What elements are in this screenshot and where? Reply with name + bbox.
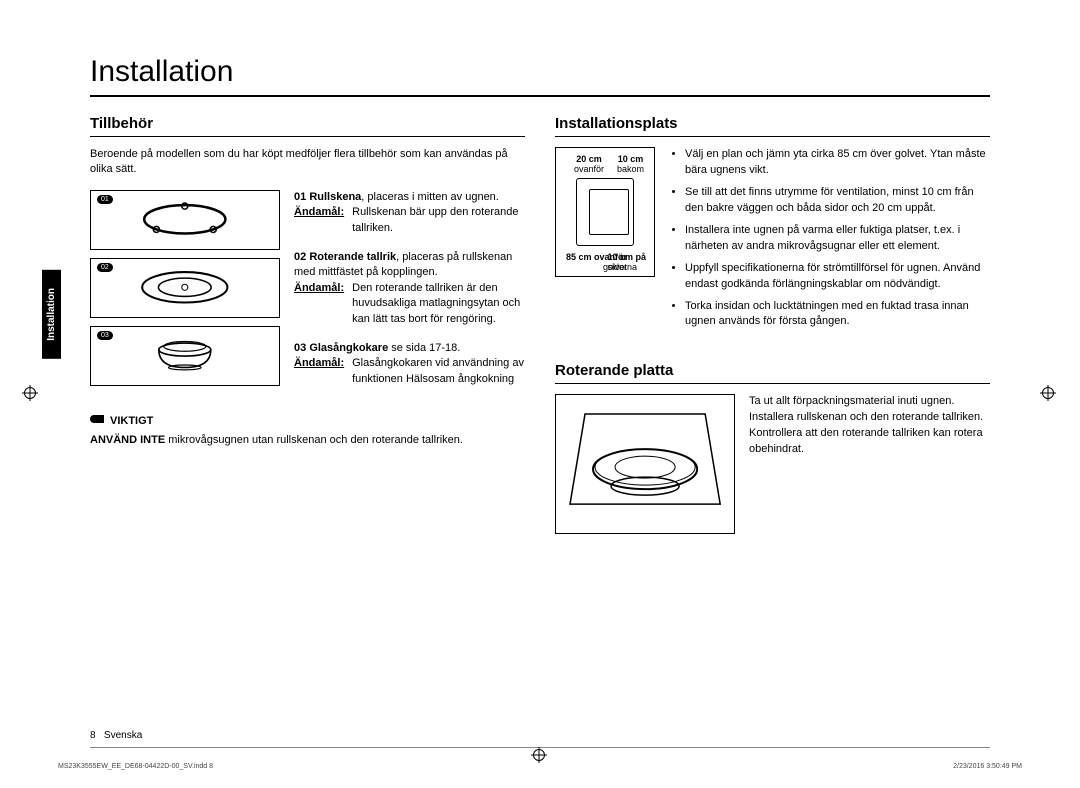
val: 10 cm på (607, 252, 646, 262)
list-item: Välj en plan och jämn yta cirka 85 cm öv… (685, 147, 990, 179)
footprint-file: MS23K3555EW_EE_DE68-04422D-00_SV.indd 8 (58, 763, 213, 770)
registration-mark-bottom (533, 749, 547, 763)
page-footer: 8 Svenska (90, 736, 990, 748)
thumb-num: 01 (97, 195, 113, 204)
clearance-label-top-left: 20 cm ovanför (574, 154, 604, 174)
accessories-heading: Tillbehör (90, 115, 525, 137)
item-name: Roterande tallrik (309, 251, 396, 263)
item-name: Rullskena (309, 191, 361, 203)
print-footprint: MS23K3555EW_EE_DE68-04422D-00_SV.indd 8 … (58, 763, 1022, 770)
item-placement: se sida 17-18. (388, 342, 460, 354)
item-placement: , placeras i mitten av ugnen. (361, 191, 499, 203)
thumb-num: 02 (97, 263, 113, 272)
important-body: ANVÄND INTE mikrovågsugnen utan rullsken… (90, 433, 525, 448)
install-location-heading: Installationsplats (555, 115, 990, 137)
purpose-label: Ändamål: (294, 205, 344, 236)
item-num: 02 (294, 251, 306, 263)
rotating-plate-heading: Roterande platta (555, 362, 990, 384)
word: sidorna (607, 262, 637, 272)
clearance-label-top-right: 10 cm bakom (617, 154, 644, 174)
item-num: 03 (294, 342, 306, 354)
page-number: 8 (90, 730, 96, 741)
important-rest: mikrovågsugnen utan rullskenan och den r… (165, 434, 463, 446)
install-clearance-figure: 20 cm ovanför 10 cm bakom 85 cm ovanför … (555, 147, 655, 277)
purpose-label: Ändamål: (294, 356, 344, 387)
accessory-item: 03 Glasångkokare se sida 17-18. Ändamål:… (294, 341, 525, 387)
val: 20 cm (576, 154, 602, 164)
rotating-plate-text: Ta ut allt förpackningsmaterial inuti ug… (749, 394, 990, 458)
rullskena-icon (119, 199, 251, 240)
footprint-date: 2/23/2016 3:50:49 PM (953, 763, 1022, 770)
accessory-thumbnails: 01 02 (90, 190, 280, 401)
word: ovanför (574, 164, 604, 174)
accessory-descriptions: 01 Rullskena, placeras i mitten av ugnen… (294, 190, 525, 401)
page-language: Svenska (104, 730, 142, 741)
thumb-num: 03 (97, 331, 113, 340)
rotating-plate-icon (565, 402, 725, 526)
accessories-intro: Beroende på modellen som du har köpt med… (90, 147, 525, 178)
item-num: 01 (294, 191, 306, 203)
rotating-plate-figure (555, 394, 735, 534)
oven-icon (576, 178, 634, 246)
accessory-item: 01 Rullskena, placeras i mitten av ugnen… (294, 190, 525, 236)
tallrik-icon (119, 267, 251, 308)
word: bakom (617, 164, 644, 174)
purpose-text: Glasångkokaren vid användning av funktio… (352, 356, 525, 387)
glasangkokare-icon (119, 335, 251, 376)
important-bold: ANVÄND INTE (90, 434, 165, 446)
purpose-label: Ändamål: (294, 281, 344, 327)
list-item: Installera inte ugnen på varma eller fuk… (685, 223, 990, 255)
val: 10 cm (618, 154, 644, 164)
item-name: Glasångkokare (309, 342, 388, 354)
thumb-rullskena: 01 (90, 190, 280, 250)
thumb-glasangkokare: 03 (90, 326, 280, 386)
thumb-tallrik: 02 (90, 258, 280, 318)
install-bullet-list: Välj en plan och jämn yta cirka 85 cm öv… (669, 147, 990, 336)
accessory-item: 02 Roterande tallrik, placeras på rullsk… (294, 250, 525, 327)
important-heading: VIKTIGT (90, 415, 525, 427)
purpose-text: Den roterande tallriken är den huvudsakl… (352, 281, 525, 327)
left-column: Tillbehör Beroende på modellen som du ha… (90, 115, 525, 534)
purpose-text: Rullskenan bär upp den roterande tallrik… (352, 205, 525, 236)
page-title: Installation (90, 55, 990, 97)
list-item: Torka insidan och lucktätningen med en f… (685, 299, 990, 331)
clearance-label-bottom-right: 10 cm på sidorna (607, 252, 646, 272)
list-item: Uppfyll specifikationerna för strömtillf… (685, 261, 990, 293)
list-item: Se till att det finns utrymme för ventil… (685, 185, 990, 217)
right-column: Installationsplats 20 cm ovanför 10 cm b… (555, 115, 990, 534)
